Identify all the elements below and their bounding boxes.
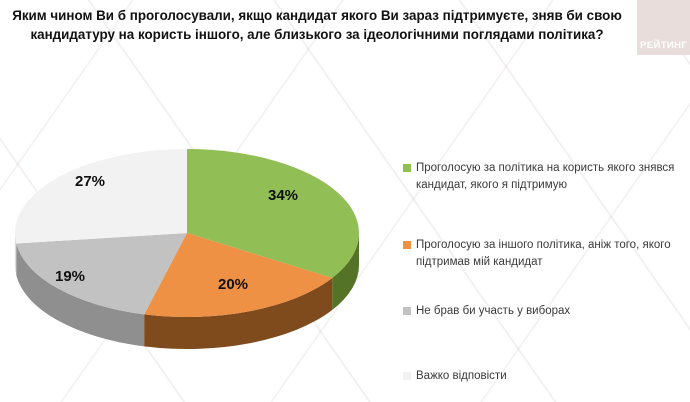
pie-data-label-1: 20% <box>218 276 248 293</box>
legend-item-0: Проголосую за політика на користь якого … <box>403 160 681 193</box>
legend-swatch-2 <box>403 307 411 315</box>
rating-logo-text: РЕЙТИНГ <box>640 40 688 51</box>
legend-item-3: Важко відповісти <box>403 368 507 385</box>
legend-item-1: Проголосую за іншого політика, аніж того… <box>403 237 681 270</box>
pie-slice-side-3 <box>15 233 17 276</box>
legend-swatch-0 <box>403 164 411 172</box>
pie-data-label-3: 27% <box>75 173 105 190</box>
legend-label-1: Проголосую за іншого політика, аніж того… <box>416 239 671 268</box>
pie-slice-2 <box>16 233 187 315</box>
pie-slice-3 <box>15 149 188 244</box>
pie-slice-side-1 <box>144 278 333 349</box>
legend-swatch-1 <box>403 241 411 249</box>
legend: Проголосую за політика на користь якого … <box>403 0 685 402</box>
pie-slice-0 <box>187 149 359 279</box>
pie-data-label-0: 34% <box>268 187 298 204</box>
pie-slice-1 <box>144 233 333 317</box>
rating-logo: РЕЙТИНГ <box>637 0 690 55</box>
pie-slice-side-2 <box>16 243 145 347</box>
legend-label-2: Не брав би участь у виборах <box>416 305 571 317</box>
pie-slice-side-0 <box>332 233 359 311</box>
legend-label-3: Важко відповісти <box>416 370 507 382</box>
chart-title: Яким чином Ви б проголосували, якщо канд… <box>12 8 622 42</box>
legend-item-2: Не брав би участь у виборах <box>403 303 570 320</box>
pie-data-label-2: 19% <box>55 268 85 285</box>
legend-label-0: Проголосую за політика на користь якого … <box>416 162 675 191</box>
legend-swatch-3 <box>403 372 411 380</box>
